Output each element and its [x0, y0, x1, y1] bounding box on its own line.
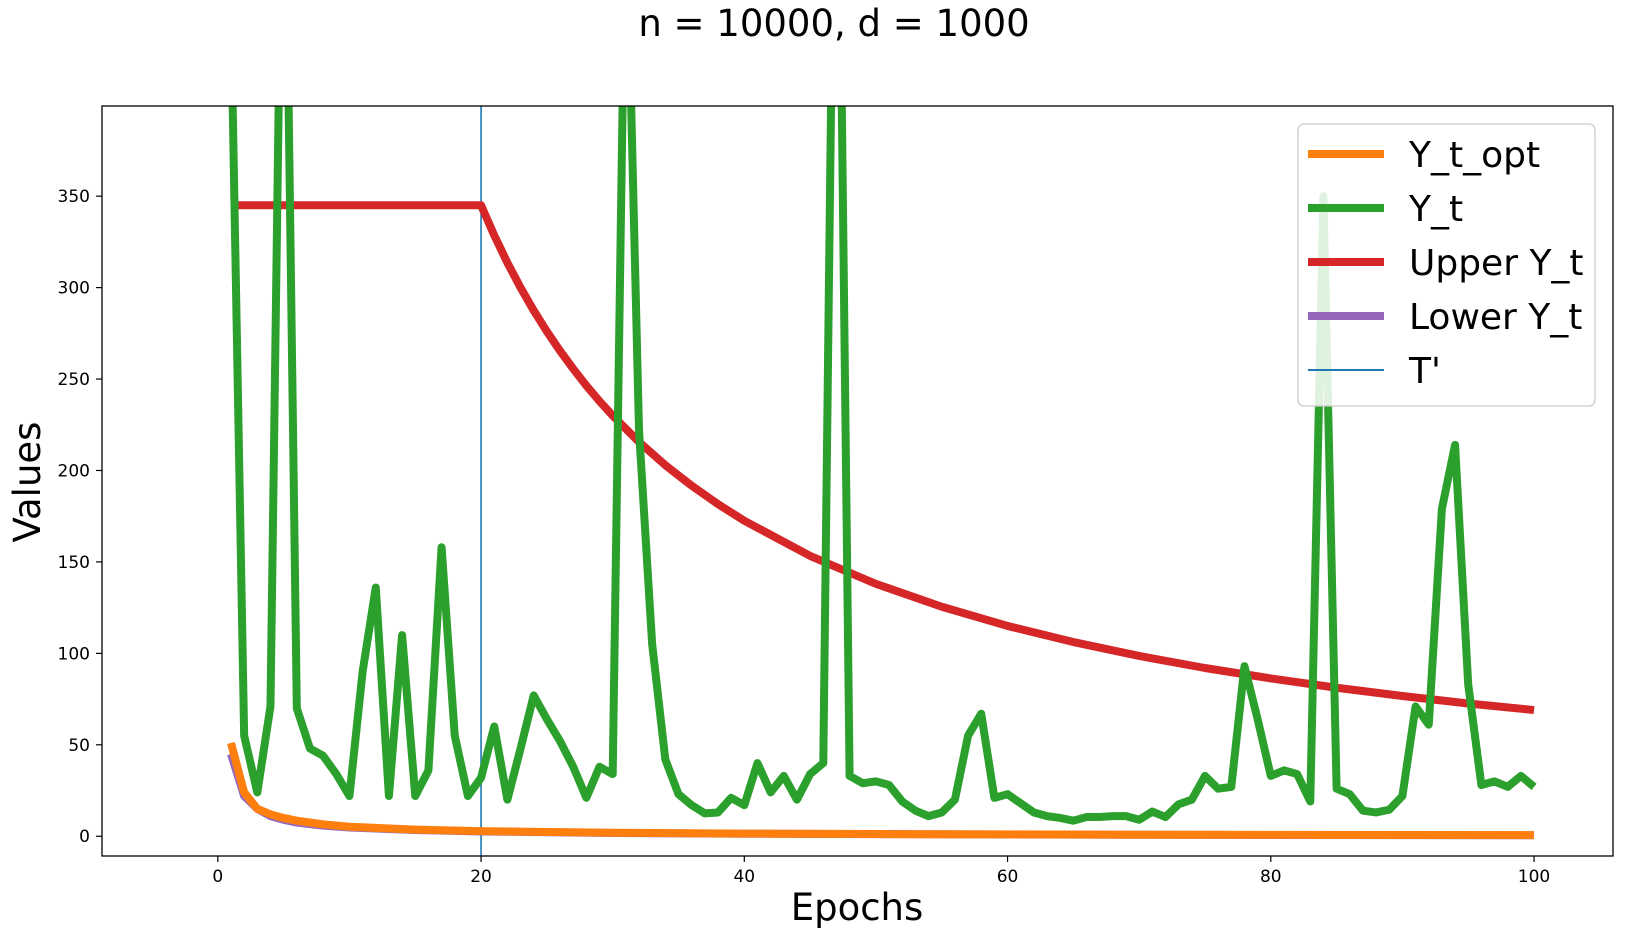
y-tick-label: 250: [58, 370, 90, 390]
x-axis-label: Epochs: [791, 886, 924, 929]
y-tick-label: 150: [58, 553, 90, 573]
x-tick-label: 0: [212, 867, 223, 887]
x-axis-ticks: 0 20 40 60 80 100: [212, 856, 1550, 887]
x-tick-label: 60: [997, 867, 1019, 887]
legend-label-upper-y-t: Upper Y_t: [1409, 243, 1584, 284]
legend: Y_t_opt Y_t Upper Y_t Lower Y_t T': [1297, 123, 1596, 407]
series-line-y-t: [228, 106, 1537, 825]
y-tick-label: 100: [58, 644, 90, 664]
y-tick-label: 300: [58, 279, 90, 299]
plot-area: [101, 105, 1614, 857]
legend-label-y-t: Y_t: [1408, 189, 1463, 230]
series-line-upper-y-t: [230, 201, 1535, 715]
x-tick-label: 80: [1260, 867, 1282, 887]
legend-label-t-prime: T': [1408, 351, 1441, 392]
series-layer: [227, 106, 1537, 856]
x-tick-label: 40: [733, 867, 755, 887]
x-tick-label: 20: [470, 867, 492, 887]
series-line-y-t-opt: [227, 741, 1535, 840]
y-tick-label: 200: [58, 461, 90, 481]
chart-title: n = 10000, d = 1000: [638, 2, 1029, 45]
y-axis-ticks: 0 50 100 150 200 250 300 350: [58, 187, 102, 847]
y-tick-label: 0: [79, 827, 90, 847]
legend-label-lower-y-t: Lower Y_t: [1409, 297, 1582, 338]
legend-label-y-t-opt: Y_t_opt: [1408, 135, 1540, 176]
y-tick-label: 50: [68, 736, 90, 756]
legend-frame: [1297, 123, 1596, 407]
y-tick-label: 350: [58, 187, 90, 207]
x-tick-label: 100: [1518, 867, 1550, 887]
plot-frame: [101, 105, 1614, 857]
y-axis-label: Values: [6, 422, 49, 543]
